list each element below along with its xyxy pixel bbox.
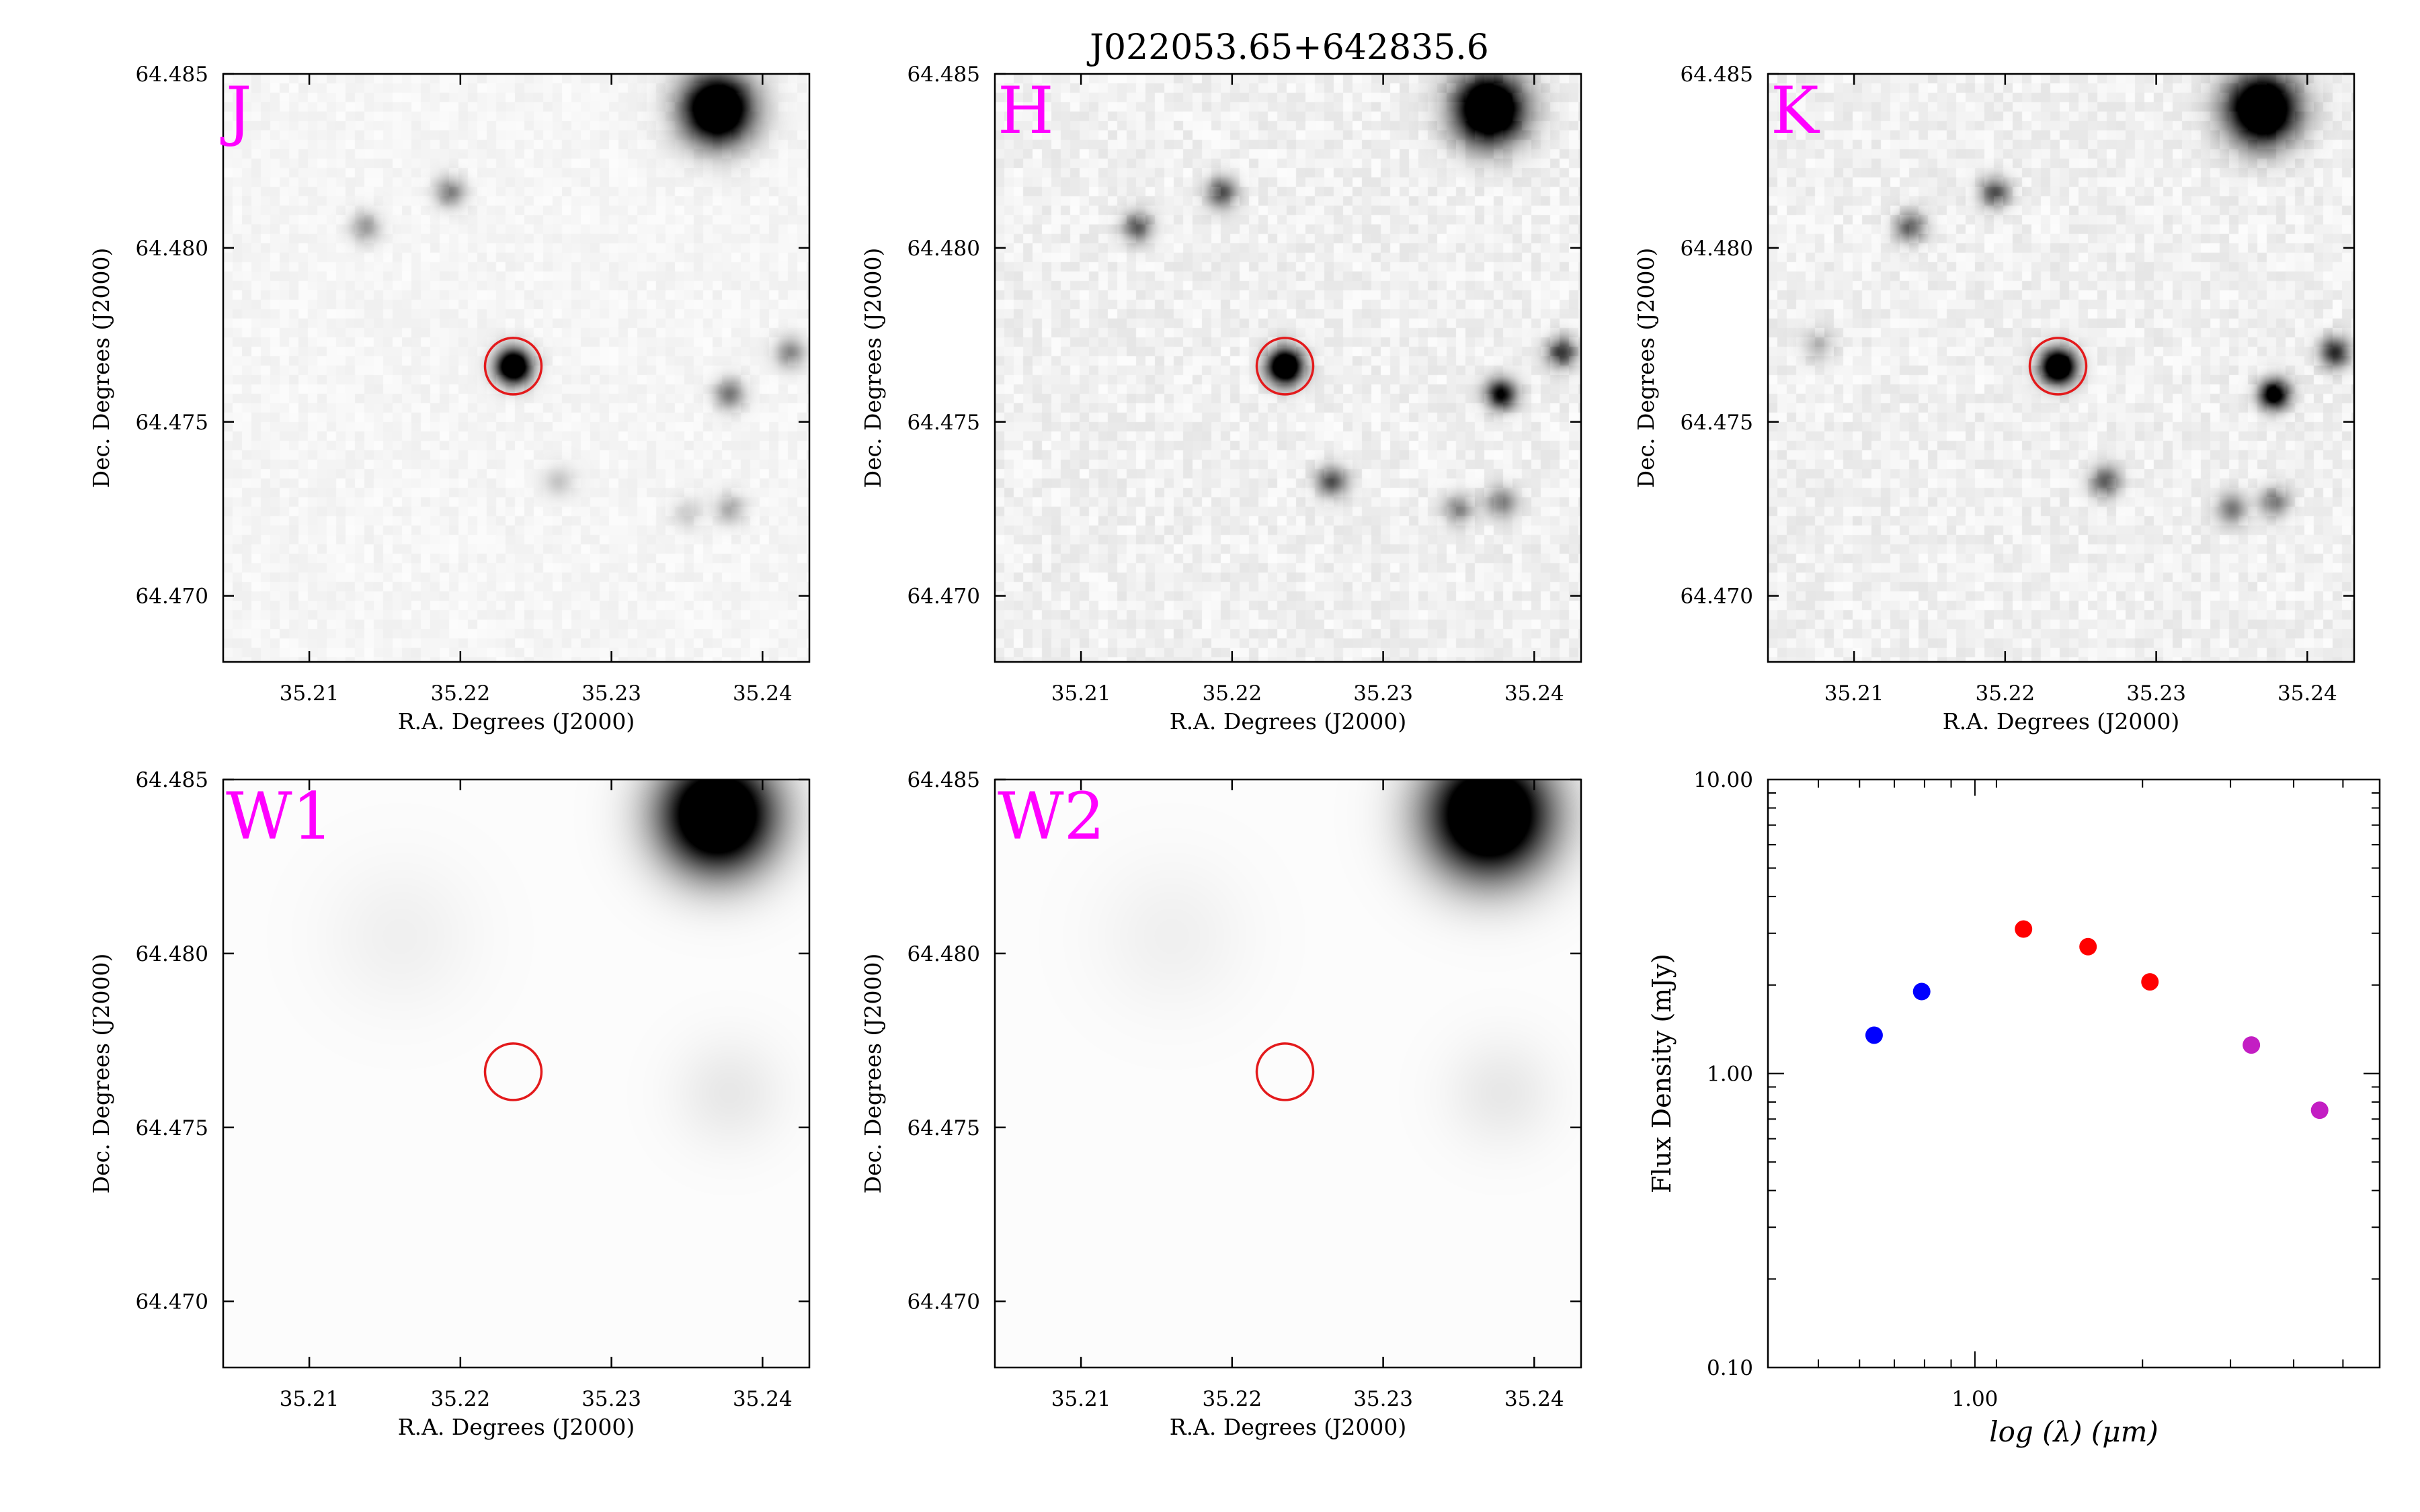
sed-point xyxy=(1912,982,1931,1001)
y-tick-label: 10.00 xyxy=(1693,768,1753,792)
y-tick-label: 64.480 xyxy=(136,237,208,261)
sed-point xyxy=(1865,1026,1883,1044)
y-tick-label: 64.480 xyxy=(1681,237,1753,261)
x-axis-title: R.A. Degrees (J2000) xyxy=(398,708,635,734)
target-circle xyxy=(2028,337,2088,396)
target-circle xyxy=(483,1042,543,1101)
y-axis-title: Dec. Degrees (J2000) xyxy=(1633,248,1659,489)
target-circle xyxy=(1255,1042,1315,1101)
sed-point xyxy=(2141,973,2159,991)
image-raster xyxy=(995,780,1581,1368)
plot-frame xyxy=(994,73,1582,663)
image-raster xyxy=(223,780,809,1368)
x-tick-label: 35.21 xyxy=(1824,681,1884,706)
x-tick-label: 35.22 xyxy=(1202,681,1262,706)
x-tick-label: 35.21 xyxy=(280,1387,339,1411)
y-axis-title: Dec. Degrees (J2000) xyxy=(860,248,886,489)
x-tick-label: 1.00 xyxy=(1951,1387,1998,1411)
sed-point xyxy=(2243,1036,2261,1054)
plot-frame xyxy=(994,778,1582,1369)
x-tick-label: 35.21 xyxy=(1051,1387,1111,1411)
y-tick-label: 64.475 xyxy=(908,1116,980,1140)
x-tick-label: 35.22 xyxy=(430,681,490,706)
x-tick-label: 35.21 xyxy=(280,681,339,706)
x-axis-title: R.A. Degrees (J2000) xyxy=(1170,1414,1406,1440)
image-raster xyxy=(1768,74,2354,662)
y-tick-label: 64.475 xyxy=(908,411,980,435)
plot-frame xyxy=(1767,778,2381,1369)
panel-k: 35.21 35.22 35.23 35.24 64.485 64.480 64.475 64… xyxy=(1633,62,2355,734)
y-tick-label: 1.00 xyxy=(1707,1062,1753,1087)
y-tick-label: 64.485 xyxy=(1681,62,1753,87)
band-label: W1 xyxy=(226,779,333,854)
y-tick-label: 64.475 xyxy=(136,411,208,435)
panel-h: 35.21 35.22 35.23 35.24 64.485 64.480 64.475 64… xyxy=(860,62,1582,734)
y-tick-label: 64.485 xyxy=(136,768,208,792)
y-tick-label: 64.485 xyxy=(908,768,980,792)
x-tick-label: 35.23 xyxy=(2126,681,2186,706)
x-tick-label: 35.24 xyxy=(2277,681,2337,706)
image-raster xyxy=(995,74,1581,662)
y-tick-label: 64.470 xyxy=(908,1290,980,1314)
y-tick-label: 64.475 xyxy=(136,1116,208,1140)
x-tick-label: 35.21 xyxy=(1051,681,1111,706)
x-tick-label: 35.22 xyxy=(430,1387,490,1411)
y-tick-label: 64.485 xyxy=(908,62,980,87)
y-tick-label: 64.480 xyxy=(908,237,980,261)
plot-frame xyxy=(1767,73,2355,663)
sed-point xyxy=(2015,920,2033,938)
sed-point xyxy=(2310,1101,2329,1120)
x-tick-label: 35.23 xyxy=(1353,1387,1413,1411)
y-tick-label: 64.470 xyxy=(1681,585,1753,609)
y-axis-title: Dec. Degrees (J2000) xyxy=(88,248,114,489)
x-tick-label: 35.22 xyxy=(1202,1387,1262,1411)
y-axis-title: Dec. Degrees (J2000) xyxy=(860,954,886,1194)
y-tick-label: 64.470 xyxy=(136,1290,208,1314)
panel-w1: 35.21 35.22 35.23 35.24 64.485 64.480 64.475 64… xyxy=(88,768,811,1440)
target-circle xyxy=(483,337,543,396)
band-label: H xyxy=(998,73,1054,149)
y-axis-title: Flux Density (mJy) xyxy=(1647,954,1677,1193)
x-axis-title: R.A. Degrees (J2000) xyxy=(1170,708,1406,734)
x-axis-title: R.A. Degrees (J2000) xyxy=(398,1414,635,1440)
plot-frame xyxy=(222,73,811,663)
target-circle xyxy=(1255,337,1315,396)
x-tick-label: 35.24 xyxy=(733,681,793,706)
x-tick-label: 35.23 xyxy=(1353,681,1413,706)
x-axis-title: R.A. Degrees (J2000) xyxy=(1943,708,2179,734)
x-tick-label: 35.23 xyxy=(581,681,641,706)
x-axis-title: log (λ) (μm) xyxy=(1989,1415,2159,1448)
plot-frame xyxy=(222,778,811,1369)
panel-j: 35.21 35.22 35.23 35.24 64.485 64.480 64.475 64… xyxy=(88,62,811,734)
y-axis-title: Dec. Degrees (J2000) xyxy=(88,954,114,1194)
y-tick-label: 64.470 xyxy=(136,585,208,609)
band-label: K xyxy=(1771,73,1820,149)
panel-sed: 0.10 1.00 10.00 1.00 log (λ) (μm) Flux Densit… xyxy=(1647,768,2381,1448)
x-tick-label: 35.24 xyxy=(1504,1387,1564,1411)
panel-w2: 35.21 35.22 35.23 35.24 64.485 64.480 64.475 64… xyxy=(860,768,1582,1440)
band-label: W2 xyxy=(998,779,1105,854)
x-tick-label: 35.22 xyxy=(1975,681,2035,706)
y-tick-label: 64.480 xyxy=(136,942,208,966)
y-tick-label: 64.480 xyxy=(908,942,980,966)
y-tick-label: 0.10 xyxy=(1707,1356,1753,1380)
sed-point xyxy=(2079,937,2097,956)
y-tick-label: 64.475 xyxy=(1681,411,1753,435)
figure-title: J022053.65+642835.6 xyxy=(1086,28,1489,68)
x-tick-label: 35.23 xyxy=(581,1387,641,1411)
y-tick-label: 64.470 xyxy=(908,585,980,609)
y-tick-label: 64.485 xyxy=(136,62,208,87)
x-tick-label: 35.24 xyxy=(733,1387,793,1411)
x-tick-label: 35.24 xyxy=(1504,681,1564,706)
image-raster xyxy=(223,74,809,662)
